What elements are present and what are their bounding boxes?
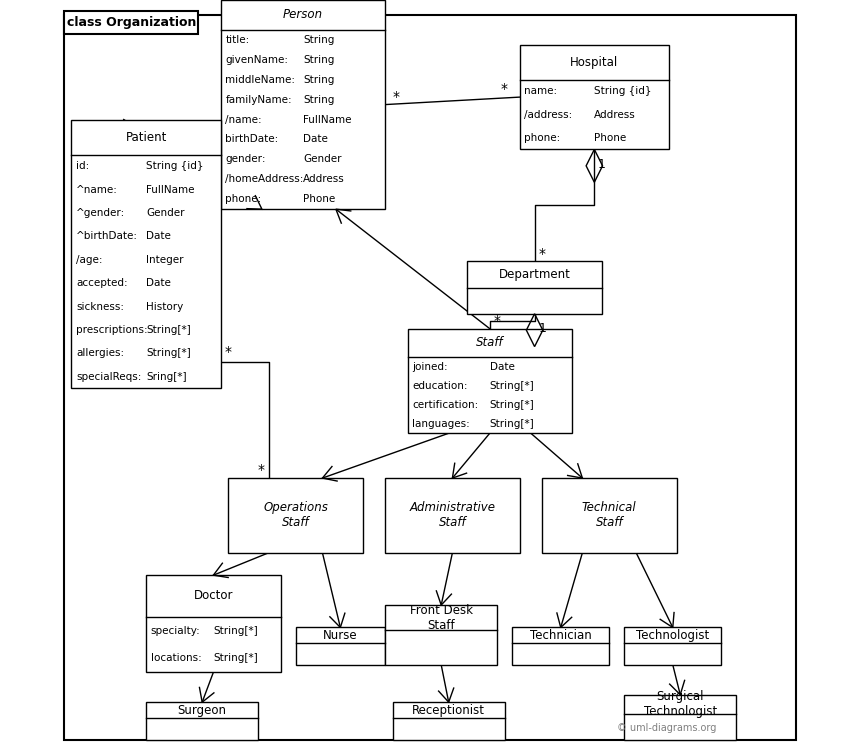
- Text: String {id}: String {id}: [594, 87, 652, 96]
- Text: Gender: Gender: [303, 155, 341, 164]
- Text: *: *: [494, 314, 501, 328]
- Text: Receptionist: Receptionist: [412, 704, 485, 716]
- Text: Surgical
Technologist: Surgical Technologist: [643, 690, 717, 718]
- Text: String: String: [303, 35, 335, 45]
- Text: 1: 1: [598, 158, 606, 171]
- Text: /homeAddress:: /homeAddress:: [225, 174, 304, 185]
- Text: *: *: [257, 463, 264, 477]
- Text: Date: Date: [489, 362, 514, 372]
- Bar: [519, 45, 669, 149]
- Text: Department: Department: [499, 268, 570, 281]
- Text: Technical
Staff: Technical Staff: [582, 501, 636, 530]
- Text: String: String: [303, 75, 335, 84]
- Text: Technologist: Technologist: [636, 629, 710, 642]
- Text: name:: name:: [524, 87, 557, 96]
- Text: title:: title:: [225, 35, 249, 45]
- Text: class Organization: class Organization: [66, 16, 196, 29]
- Bar: [146, 575, 280, 672]
- Bar: [146, 702, 258, 740]
- Text: birthDate:: birthDate:: [225, 134, 279, 144]
- Text: Surgeon: Surgeon: [178, 704, 227, 716]
- Text: String {id}: String {id}: [146, 161, 204, 171]
- Text: String[*]: String[*]: [489, 400, 535, 410]
- Text: *: *: [538, 247, 545, 261]
- Text: Phone: Phone: [594, 133, 627, 143]
- Bar: [467, 261, 602, 314]
- Text: Address: Address: [303, 174, 345, 185]
- Text: String[*]: String[*]: [146, 348, 191, 359]
- Text: phone:: phone:: [225, 194, 261, 204]
- Bar: [408, 329, 572, 433]
- Text: Date: Date: [146, 278, 171, 288]
- Text: languages:: languages:: [412, 419, 470, 429]
- Text: String[*]: String[*]: [146, 325, 191, 335]
- Text: joined:: joined:: [412, 362, 448, 372]
- Bar: [513, 627, 609, 665]
- Text: Technician: Technician: [530, 629, 592, 642]
- Text: *: *: [393, 90, 400, 104]
- Text: locations:: locations:: [150, 654, 201, 663]
- Text: Staff: Staff: [476, 336, 504, 350]
- Text: *: *: [501, 82, 508, 96]
- Text: History: History: [146, 302, 183, 311]
- Bar: [221, 0, 385, 209]
- Text: 1: 1: [538, 323, 546, 335]
- Text: © uml-diagrams.org: © uml-diagrams.org: [617, 722, 716, 733]
- Text: *: *: [224, 344, 231, 359]
- Bar: [64, 11, 199, 34]
- Text: gender:: gender:: [225, 155, 266, 164]
- Text: sickness:: sickness:: [76, 302, 124, 311]
- Bar: [542, 478, 677, 553]
- Text: String: String: [303, 95, 335, 105]
- Text: Date: Date: [303, 134, 328, 144]
- Text: Gender: Gender: [146, 208, 185, 218]
- Text: Hospital: Hospital: [570, 56, 618, 69]
- Text: certification:: certification:: [412, 400, 478, 410]
- Text: education:: education:: [412, 381, 468, 391]
- Bar: [228, 478, 363, 553]
- Bar: [385, 478, 519, 553]
- Bar: [624, 627, 722, 665]
- Text: Address: Address: [594, 110, 636, 120]
- Text: Person: Person: [283, 8, 323, 22]
- Text: prescriptions:: prescriptions:: [76, 325, 148, 335]
- Text: String[*]: String[*]: [213, 654, 258, 663]
- Text: /address:: /address:: [524, 110, 573, 120]
- Text: String[*]: String[*]: [489, 381, 535, 391]
- Text: specialReqs:: specialReqs:: [76, 372, 141, 382]
- Text: String[*]: String[*]: [489, 419, 535, 429]
- Text: Date: Date: [146, 232, 171, 241]
- Text: /name:: /name:: [225, 114, 262, 125]
- Bar: [393, 702, 505, 740]
- Text: Doctor: Doctor: [194, 589, 233, 603]
- Bar: [624, 695, 736, 740]
- Text: phone:: phone:: [524, 133, 561, 143]
- Text: familyName:: familyName:: [225, 95, 292, 105]
- Text: FullName: FullName: [146, 185, 194, 195]
- Text: Phone: Phone: [303, 194, 335, 204]
- Text: Front Desk
Staff: Front Desk Staff: [409, 604, 473, 632]
- Text: String[*]: String[*]: [213, 626, 258, 636]
- Text: allergies:: allergies:: [76, 348, 124, 359]
- Text: FullName: FullName: [303, 114, 352, 125]
- Text: /age:: /age:: [76, 255, 102, 265]
- Text: Patient: Patient: [126, 131, 167, 143]
- Text: ^name:: ^name:: [76, 185, 118, 195]
- Text: middleName:: middleName:: [225, 75, 295, 84]
- Text: ^gender:: ^gender:: [76, 208, 126, 218]
- Text: Integer: Integer: [146, 255, 184, 265]
- Text: accepted:: accepted:: [76, 278, 127, 288]
- Text: givenName:: givenName:: [225, 55, 288, 65]
- Text: Sring[*]: Sring[*]: [146, 372, 187, 382]
- Text: Nurse: Nurse: [323, 629, 358, 642]
- Text: Administrative
Staff: Administrative Staff: [409, 501, 495, 530]
- Bar: [296, 627, 385, 665]
- Bar: [71, 120, 221, 388]
- Text: id:: id:: [76, 161, 89, 171]
- Bar: [385, 605, 497, 665]
- Text: Operations
Staff: Operations Staff: [263, 501, 328, 530]
- Text: String: String: [303, 55, 335, 65]
- Text: specialty:: specialty:: [150, 626, 200, 636]
- Text: ^birthDate:: ^birthDate:: [76, 232, 138, 241]
